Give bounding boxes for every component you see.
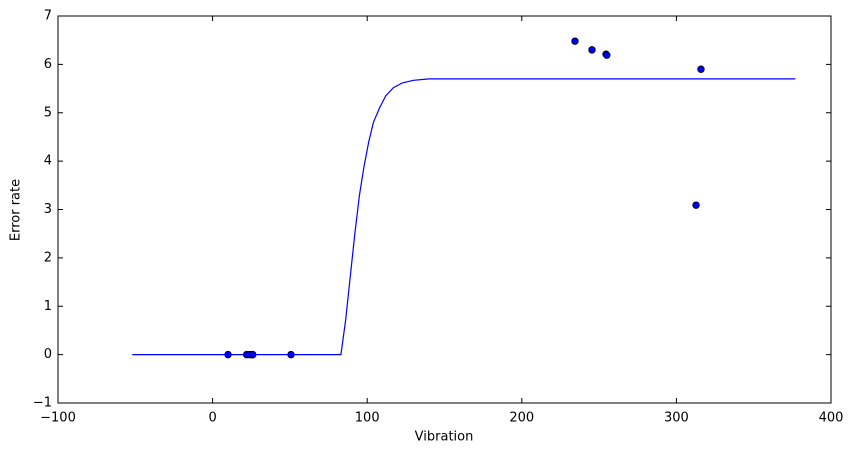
point: [692, 201, 700, 209]
point: [571, 37, 579, 45]
x-tick-label: −100: [40, 411, 76, 426]
point: [603, 51, 611, 59]
point: [697, 65, 705, 73]
x-tick-label: 0: [208, 411, 216, 426]
y-tick-label: 1: [44, 299, 52, 314]
plot-frame: [57, 15, 832, 404]
y-tick-label: 4: [44, 154, 52, 169]
y-tick-label: 5: [44, 105, 52, 120]
y-tick-label: −1: [33, 396, 52, 411]
x-tick-label: 100: [355, 411, 380, 426]
x-tick-label: 400: [819, 411, 844, 426]
y-axis-label: Error rate: [9, 179, 24, 241]
x-axis-label: Vibration: [415, 430, 474, 445]
y-tick-label: 3: [44, 202, 52, 217]
y-tick-label: 0: [44, 347, 52, 362]
x-tick-label: 200: [509, 411, 534, 426]
y-tick-label: 7: [44, 9, 52, 24]
line: [132, 78, 796, 356]
point: [588, 46, 596, 54]
y-tick-label: 2: [44, 250, 52, 265]
x-tick-label: 300: [664, 411, 689, 426]
y-tick-label: 6: [44, 57, 52, 72]
